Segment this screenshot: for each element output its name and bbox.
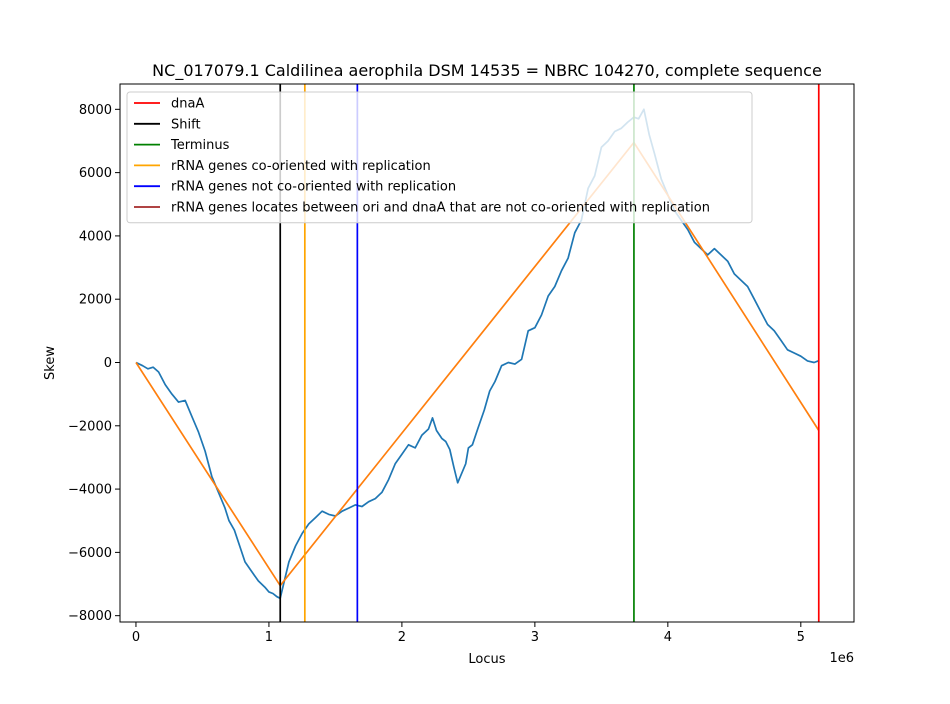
axes-layer: 0 1 2 3 4 5 −8000 −6000 −4000 −2000 0 2000 4000 6000 8…	[68, 83, 855, 645]
legend-entry-label: rRNA genes locates between ori and dnaA …	[171, 201, 710, 216]
y-tick-label: 0	[104, 356, 112, 371]
y-tick-label: 4000	[79, 229, 112, 244]
y-tick-label: 6000	[79, 166, 112, 181]
y-tick-label: −8000	[68, 609, 112, 624]
y-axis-label: Skew	[43, 346, 58, 380]
legend-entry-label: rRNA genes co-oriented with replication	[171, 159, 431, 174]
legend-entry-label: dnaA	[171, 97, 204, 112]
fitted-skew-line	[135, 141, 820, 587]
skew-series-line	[135, 108, 819, 600]
chart-title: NC_017079.1 Caldilinea aerophila DSM 145…	[152, 61, 822, 81]
y-tick-label: 2000	[79, 293, 112, 308]
y-tick-label: −2000	[68, 419, 112, 434]
legend-box	[126, 91, 753, 224]
legend-entry-label: Terminus	[170, 138, 230, 153]
x-tick-label: 3	[531, 630, 539, 645]
y-tick-label: −4000	[68, 483, 112, 498]
x-tick-label: 0	[132, 630, 140, 645]
x-tick-label: 1	[265, 630, 273, 645]
x-axis-offset-label: 1e6	[829, 651, 854, 666]
legend-entry-label: rRNA genes not co-oriented with replicat…	[171, 180, 456, 195]
axes-frame	[119, 83, 855, 623]
y-tick-label: 8000	[79, 103, 112, 118]
x-tick-label: 2	[398, 630, 406, 645]
x-tick-label: 4	[664, 630, 672, 645]
legend-entry-label: Shift	[171, 117, 201, 132]
legend: dnaA Shift Terminus rRNA genes co-oriented …	[126, 91, 753, 224]
x-axis-label: Locus	[468, 652, 505, 667]
x-tick-label: 5	[797, 630, 805, 645]
y-tick-label: −6000	[68, 546, 112, 561]
